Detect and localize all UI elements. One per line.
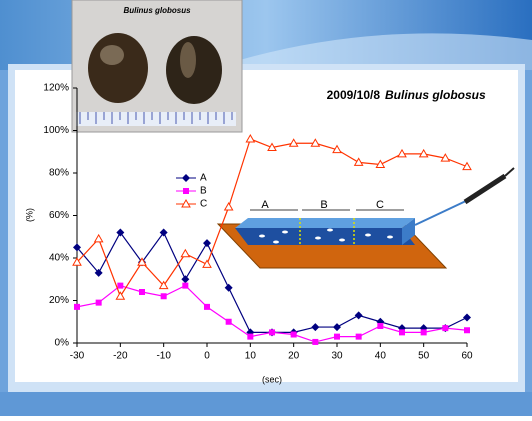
y-axis-label: (%)	[24, 208, 34, 222]
y-tick-label: 100%	[43, 125, 69, 136]
marker	[204, 304, 210, 310]
photo-caption: Bulinus globosus	[123, 6, 191, 15]
slide: Bulinus globosus 2009/10/8 Bulinus globo…	[0, 0, 532, 416]
marker	[96, 300, 102, 306]
y-tick-label: 120%	[43, 83, 69, 94]
x-tick-label: -30	[70, 351, 85, 362]
marker	[247, 334, 253, 340]
marker	[442, 325, 448, 331]
y-tick-label: 80%	[49, 168, 69, 179]
diagram-label: C	[376, 199, 384, 211]
x-tick-label: 40	[375, 351, 387, 362]
diagram-label: A	[261, 199, 269, 211]
marker	[464, 327, 470, 333]
x-tick-label: 20	[288, 351, 300, 362]
x-tick-label: 60	[461, 351, 473, 362]
chart-title-italic: Bulinus globosus	[385, 88, 486, 102]
y-tick-label: 20%	[49, 295, 69, 306]
marker	[334, 334, 340, 340]
marker	[161, 293, 167, 299]
marker	[182, 283, 188, 289]
marker	[421, 329, 427, 335]
legend-marker	[183, 188, 189, 194]
x-tick-label: 50	[418, 351, 430, 362]
marker	[291, 332, 297, 338]
marker	[269, 329, 275, 335]
x-axis-label: (sec)	[262, 374, 282, 384]
legend-label: C	[200, 199, 207, 210]
marker	[377, 323, 383, 329]
x-tick-label: -10	[156, 351, 171, 362]
y-tick-label: 60%	[49, 210, 69, 221]
chart-title: 2009/10/8	[327, 88, 381, 102]
bottom-band	[0, 392, 532, 416]
y-tick-label: 0%	[55, 338, 70, 349]
y-tick-label: 40%	[49, 253, 69, 264]
marker	[312, 339, 318, 345]
marker	[117, 283, 123, 289]
x-tick-label: -20	[113, 351, 128, 362]
marker	[74, 304, 80, 310]
diagram-label: B	[320, 199, 327, 211]
legend-label: B	[200, 186, 207, 197]
marker	[356, 334, 362, 340]
marker	[226, 319, 232, 325]
x-tick-label: 0	[204, 351, 210, 362]
marker	[399, 329, 405, 335]
marker	[139, 289, 145, 295]
legend-label: A	[200, 173, 207, 184]
x-tick-label: 10	[245, 351, 257, 362]
photo: Bulinus globosus	[72, 0, 242, 132]
x-tick-label: 30	[331, 351, 343, 362]
